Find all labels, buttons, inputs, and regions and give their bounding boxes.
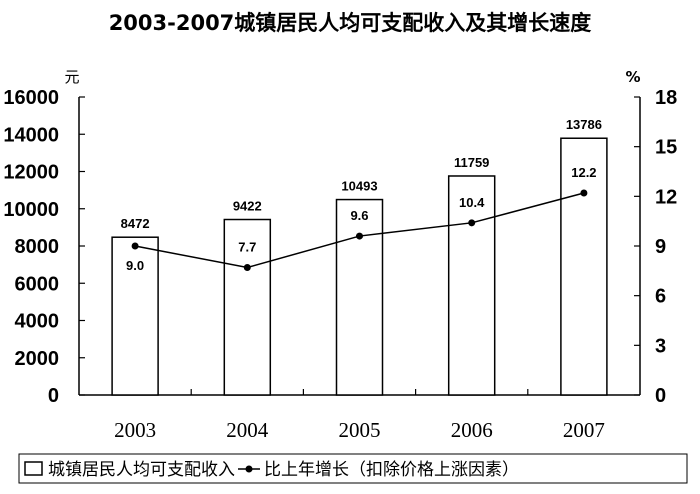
line-data-label: 9.0 [126,258,144,273]
x-tick-label: 2007 [563,418,605,442]
bar-data-label: 9422 [233,199,262,214]
right-tick-label: 0 [655,385,666,407]
bar [223,218,272,396]
right-tick-label: 9 [655,236,666,258]
legend-line-label: 比上年增长（扣除价格上涨因素） [264,460,519,480]
bar [111,236,159,396]
line-data-label: 9.6 [350,208,368,223]
growth-line: 9.0 7.7 9.6 10.4 12.2 [126,165,596,273]
bar [335,198,384,396]
left-tick-label: 14000 [3,124,59,146]
line-point [356,232,363,240]
right-tick-label: 3 [655,335,666,357]
left-tick-label: 2000 [15,348,60,370]
bar [447,175,496,396]
right-axis-unit: % [625,68,640,86]
bars: 8472 9422 10493 11759 13786 [111,117,608,396]
x-tick-label: 2006 [451,418,493,442]
bar-data-label: 11759 [454,155,489,170]
bar [560,137,608,396]
chart-title: 2003-2007城镇居民人均可支配收入及其增长速度 [109,11,592,35]
left-tick-label: 12000 [3,162,59,184]
legend: 城镇居民人均可支配收入 比上年增长（扣除价格上涨因素） [18,453,688,484]
right-tick-label: 18 [655,87,677,109]
right-tick-label: 15 [655,137,677,159]
x-tick-label: 2004 [226,418,269,442]
bar-data-label: 10493 [341,179,377,194]
x-tick-label: 2003 [114,418,156,442]
axes: 0 2000 4000 6000 8000 10000 12000 14000 16000 0 3 6… [3,87,677,442]
line-data-label: 12.2 [571,165,596,180]
left-tick-label: 6000 [15,273,60,295]
left-axis-unit: 元 [64,68,79,86]
line-point [131,242,139,250]
right-tick-label: 6 [655,286,666,308]
left-tick-label: 10000 [3,199,59,221]
line-point [468,219,476,227]
left-tick-label: 0 [48,385,59,407]
x-tick-label: 2005 [339,418,381,442]
legend-box [18,453,688,484]
bar-data-label: 13786 [566,117,602,132]
right-tick-label: 12 [655,186,677,208]
legend-bar-swatch [24,461,43,476]
line-point [580,189,588,197]
line-data-label: 7.7 [238,240,256,255]
line-data-label: 10.4 [459,195,485,210]
left-tick-label: 16000 [3,87,59,109]
left-tick-label: 4000 [15,311,60,333]
left-tick-label: 8000 [15,236,60,258]
legend-bar-label: 城镇居民人均可支配收入 [48,460,235,480]
legend-line-marker [245,465,253,473]
line-point [243,264,251,272]
bar-data-label: 8472 [121,216,150,231]
